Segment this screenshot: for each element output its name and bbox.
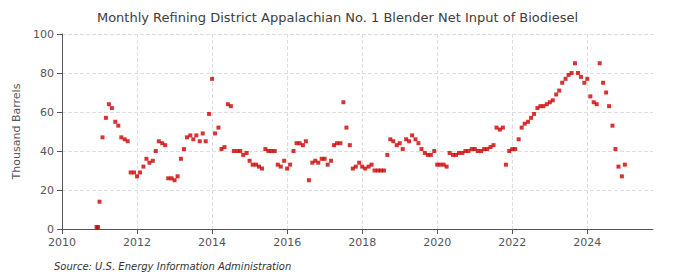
svg-text:Source: U.S. Energy Informatio: Source: U.S. Energy Information Administ… xyxy=(54,261,291,272)
svg-text:2020: 2020 xyxy=(423,236,451,249)
svg-text:2022: 2022 xyxy=(498,236,526,249)
svg-text:Monthly Refining District Appa: Monthly Refining District Appalachian No… xyxy=(97,10,578,25)
svg-text:0: 0 xyxy=(47,223,54,236)
svg-text:2018: 2018 xyxy=(348,236,376,249)
svg-text:60: 60 xyxy=(40,106,54,119)
svg-text:2024: 2024 xyxy=(573,236,601,249)
svg-text:2016: 2016 xyxy=(273,236,301,249)
svg-text:2012: 2012 xyxy=(123,236,151,249)
svg-text:Thousand Barrels: Thousand Barrels xyxy=(10,83,23,180)
svg-text:100: 100 xyxy=(33,28,54,41)
svg-text:80: 80 xyxy=(40,67,54,80)
svg-text:20: 20 xyxy=(40,184,54,197)
svg-text:2014: 2014 xyxy=(198,236,226,249)
svg-text:2010: 2010 xyxy=(48,236,76,249)
svg-text:40: 40 xyxy=(40,145,54,158)
